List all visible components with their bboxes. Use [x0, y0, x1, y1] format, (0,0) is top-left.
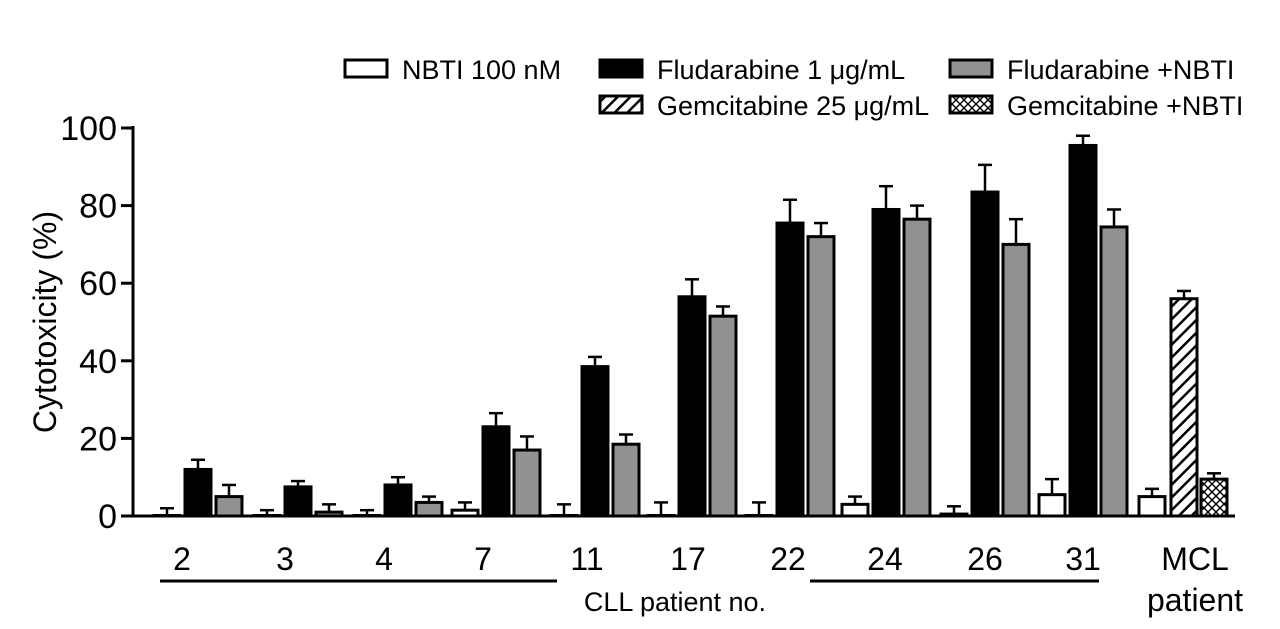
bar-fludarabine-nbti: [214, 495, 244, 518]
y-tick-label: 80: [79, 188, 117, 226]
legend-label-fludarabine-nbti: Fludarabine +NBTI: [1007, 55, 1234, 85]
x-tick-label: 17: [670, 541, 706, 577]
legend-label-gemcitabine-nbti: Gemcitabine +NBTI: [1007, 91, 1243, 121]
bar-fludarabine-nbti: [414, 500, 444, 518]
bar-gemcitabine-25-g-ml: [1169, 297, 1199, 518]
bar-fludarabine-1-g-ml: [1068, 143, 1098, 518]
y-axis-label: Cytotoxicity (%): [27, 211, 63, 433]
y-tick-label: 60: [79, 265, 117, 303]
x-tick-label: 4: [375, 541, 393, 577]
legend-label-fludarabine: Fludarabine 1 μg/mL: [657, 55, 905, 85]
legend-swatch-fludarabine: [598, 58, 644, 79]
x-tick-label: 7: [474, 541, 492, 577]
bar-fludarabine-1-g-ml: [871, 207, 901, 518]
bar-fludarabine-1-g-ml: [580, 365, 610, 518]
mcl-label-line2: patient: [1147, 582, 1243, 618]
bar-fludarabine-1-g-ml: [383, 483, 413, 518]
bar-fludarabine-nbti: [1099, 225, 1129, 518]
legend: NBTI 100 nM Fludarabine 1 μg/mL Fludarab…: [343, 55, 1243, 121]
legend-swatch-gemcitabine-nbti: [948, 94, 994, 115]
x-tick-label: 22: [770, 541, 806, 577]
bars: [152, 134, 1229, 518]
bar-fludarabine-nbti: [512, 448, 542, 518]
legend-label-gemcitabine: Gemcitabine 25 μg/mL: [657, 91, 929, 121]
bar-fludarabine-1-g-ml: [970, 190, 1000, 518]
bar-gemcitabine-nbti: [1199, 477, 1229, 518]
bar-fludarabine-nbti: [806, 235, 836, 518]
bar-fludarabine-1-g-ml: [183, 467, 213, 518]
bar-fludarabine-nbti: [902, 217, 932, 518]
bar-nbti-100-nm: [840, 502, 870, 518]
legend-swatch-gemcitabine: [598, 94, 644, 115]
bar-fludarabine-nbti: [611, 442, 641, 518]
x-tick-label: 24: [867, 541, 903, 577]
x-tick-label: 2: [173, 541, 191, 577]
legend-label-nbti: NBTI 100 nM: [402, 55, 561, 85]
bar-nbti-100-nm: [1137, 495, 1167, 518]
y-tick-label: 40: [79, 343, 117, 381]
legend-swatch-fludarabine-nbti: [948, 58, 994, 79]
y-tick-label: 0: [98, 498, 117, 536]
bar-fludarabine-1-g-ml: [481, 425, 511, 518]
x-tick-label: 3: [276, 541, 294, 577]
bar-fludarabine-1-g-ml: [775, 221, 805, 518]
y-tick-label: 100: [60, 110, 117, 148]
bar-fludarabine-nbti: [708, 314, 738, 518]
x-tick-label: 31: [1065, 541, 1101, 577]
bar-fludarabine-1-g-ml: [677, 295, 707, 518]
bar-fludarabine-1-g-ml: [283, 485, 313, 518]
x-tick-label: 26: [967, 541, 1003, 577]
legend-swatch-nbti: [343, 58, 389, 79]
bar-fludarabine-nbti: [1001, 242, 1031, 518]
axes: [131, 126, 1235, 518]
y-axis-ticks: 0 20 40 60 80 100: [60, 110, 133, 536]
x-tick-label: MCL: [1161, 541, 1229, 577]
x-axis-label: CLL patient no.: [584, 587, 766, 617]
y-tick-label: 20: [79, 420, 117, 458]
x-tick-label: 11: [570, 541, 603, 577]
x-axis-labels: 2 3 4 7 11 17 22 24 26 31 MCL: [173, 541, 1229, 577]
bar-nbti-100-nm: [1037, 493, 1067, 518]
